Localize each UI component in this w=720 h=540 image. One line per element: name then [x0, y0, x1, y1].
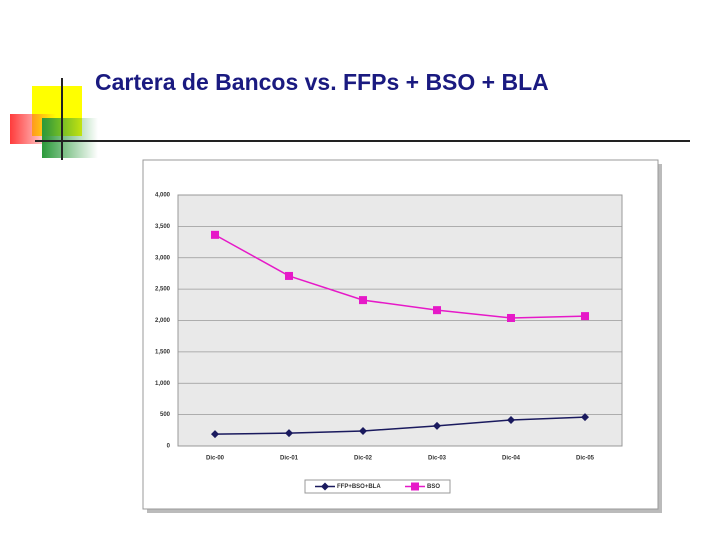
- point: [507, 313, 515, 322]
- x-tick-label: Dic-05: [576, 456, 595, 462]
- y-tick-label: 2,500: [155, 287, 171, 293]
- point: [433, 306, 441, 315]
- y-tick-label: 2,000: [155, 318, 171, 324]
- x-tick-label: Dic-00: [206, 456, 225, 462]
- deco-square: [42, 118, 98, 158]
- point: [285, 429, 293, 438]
- point: [285, 271, 293, 280]
- x-tick-label: Dic-02: [354, 456, 373, 462]
- x-tick-label: Dic-03: [428, 456, 447, 462]
- y-tick-label: 0: [167, 444, 171, 450]
- y-tick-label: 4,000: [155, 193, 171, 199]
- point: [211, 230, 219, 239]
- y-tick-label: 1,000: [155, 381, 171, 387]
- slide-title: Cartera de Bancos vs. FFPs + BSO + BLA: [95, 69, 549, 95]
- x-tick-label: Dic-04: [502, 456, 521, 462]
- point: [507, 415, 515, 424]
- legend-marker: [321, 482, 329, 491]
- x-tick-label: Dic-01: [280, 456, 299, 462]
- legend-marker: [411, 482, 419, 491]
- legend-label: BSO: [427, 484, 440, 490]
- point: [581, 413, 589, 422]
- y-tick-label: 3,500: [155, 224, 171, 230]
- y-tick-label: 3,000: [155, 255, 171, 261]
- point: [359, 426, 367, 435]
- y-tick-label: 1,500: [155, 349, 171, 355]
- series-line: [214, 234, 586, 319]
- series-line: [214, 416, 586, 435]
- point: [581, 312, 589, 321]
- point: [359, 296, 367, 305]
- legend-label: FFP+BSO+BLA: [337, 484, 381, 490]
- point: [211, 430, 219, 439]
- y-tick-label: 500: [160, 412, 171, 418]
- point: [433, 421, 441, 430]
